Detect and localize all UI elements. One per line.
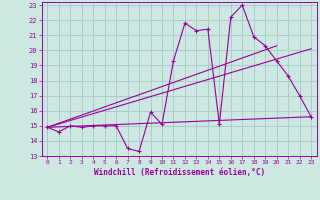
X-axis label: Windchill (Refroidissement éolien,°C): Windchill (Refroidissement éolien,°C)	[94, 168, 265, 177]
